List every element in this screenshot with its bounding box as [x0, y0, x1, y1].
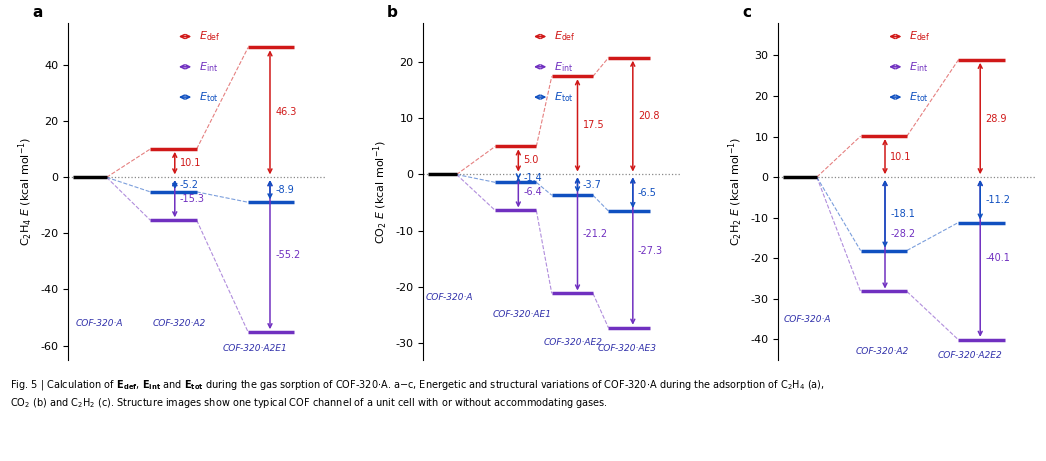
Text: 46.3: 46.3 [275, 107, 296, 118]
Text: 17.5: 17.5 [583, 120, 605, 130]
Text: c: c [743, 5, 751, 20]
Text: a: a [32, 5, 42, 20]
Text: -40.1: -40.1 [985, 254, 1010, 263]
Text: b: b [387, 5, 397, 20]
Y-axis label: C$_2$H$_2$ $E$ (kcal mol$^{-1}$): C$_2$H$_2$ $E$ (kcal mol$^{-1}$) [727, 136, 745, 246]
Text: COF-320·A2: COF-320·A2 [856, 347, 909, 356]
Text: $E_{\rm tot}$: $E_{\rm tot}$ [199, 90, 219, 104]
Text: -18.1: -18.1 [890, 209, 915, 219]
Text: 5.0: 5.0 [523, 155, 539, 165]
Text: COF-320·A2: COF-320·A2 [153, 319, 206, 328]
Text: COF-320·A: COF-320·A [783, 314, 831, 324]
Text: $E_{\rm def}$: $E_{\rm def}$ [909, 30, 931, 43]
Text: $E_{\rm int}$: $E_{\rm int}$ [909, 60, 929, 74]
Text: 28.9: 28.9 [985, 113, 1007, 124]
Text: -3.7: -3.7 [583, 180, 601, 190]
Y-axis label: CO$_2$ $E$ (kcal mol$^{-1}$): CO$_2$ $E$ (kcal mol$^{-1}$) [371, 139, 390, 243]
Text: 20.8: 20.8 [638, 111, 659, 121]
Text: COF-320·A: COF-320·A [75, 319, 123, 328]
Text: $E_{\rm def}$: $E_{\rm def}$ [554, 30, 576, 43]
Text: -6.5: -6.5 [638, 188, 657, 198]
Text: $E_{\rm tot}$: $E_{\rm tot}$ [909, 90, 929, 104]
Text: 10.1: 10.1 [890, 152, 911, 162]
Text: -28.2: -28.2 [890, 229, 915, 239]
Text: CO$_2$ (b) and C$_2$H$_2$ (c). Structure images show one typical COF channel of : CO$_2$ (b) and C$_2$H$_2$ (c). Structure… [10, 396, 609, 410]
Text: -5.2: -5.2 [180, 180, 199, 189]
Text: $E_{\rm tot}$: $E_{\rm tot}$ [554, 90, 574, 104]
Text: COF-320·A2E2: COF-320·A2E2 [938, 351, 1002, 360]
Text: -21.2: -21.2 [583, 229, 608, 239]
Text: $E_{\rm def}$: $E_{\rm def}$ [199, 30, 221, 43]
Text: COF-320·AE1: COF-320·AE1 [493, 310, 551, 319]
Text: -27.3: -27.3 [638, 246, 663, 256]
Text: -1.4: -1.4 [523, 173, 542, 183]
Text: -8.9: -8.9 [275, 185, 294, 195]
Text: -11.2: -11.2 [985, 195, 1010, 205]
Text: $E_{\rm int}$: $E_{\rm int}$ [199, 60, 219, 74]
Text: -6.4: -6.4 [523, 188, 542, 197]
Text: COF-320·AE3: COF-320·AE3 [598, 344, 657, 353]
Text: Fig. 5 $|$ Calculation of $\mathbf{E_{def}}$, $\mathbf{E_{int}}$ and $\mathbf{E_: Fig. 5 $|$ Calculation of $\mathbf{E_{de… [10, 378, 825, 392]
Text: -15.3: -15.3 [180, 194, 205, 204]
Text: COF-320·AE2: COF-320·AE2 [544, 338, 604, 347]
Text: COF-320·A2E1: COF-320·A2E1 [223, 344, 288, 353]
Text: $E_{\rm int}$: $E_{\rm int}$ [554, 60, 573, 74]
Text: 10.1: 10.1 [180, 158, 201, 168]
Text: -55.2: -55.2 [275, 250, 300, 260]
Text: COF-320·A: COF-320·A [426, 293, 473, 302]
Y-axis label: C$_2$H$_4$ $E$ (kcal mol$^{-1}$): C$_2$H$_4$ $E$ (kcal mol$^{-1}$) [17, 136, 35, 246]
